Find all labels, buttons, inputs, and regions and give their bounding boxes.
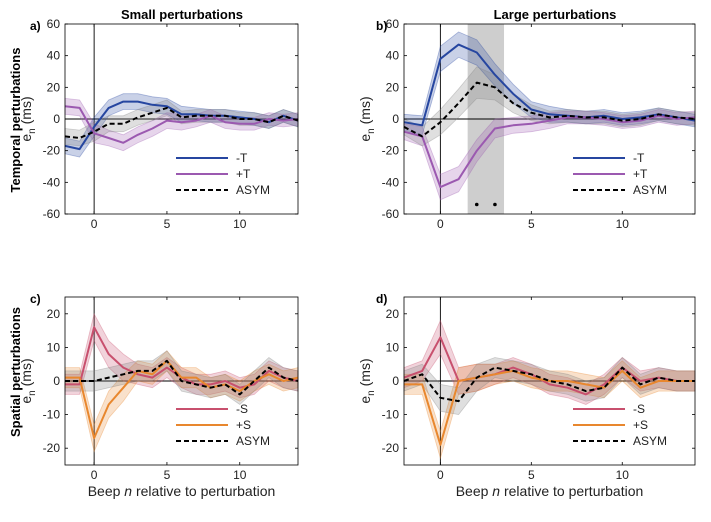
y-tick-label: 40 bbox=[386, 49, 400, 63]
y-tick-label: 20 bbox=[47, 307, 61, 321]
panel-label: b) bbox=[376, 19, 387, 33]
y-axis-label-unit: (ms) bbox=[18, 358, 34, 390]
x-tick-label: 5 bbox=[528, 217, 535, 231]
y-tick-label: 60 bbox=[47, 17, 61, 31]
x-axis-label: Beep n relative to perturbation bbox=[88, 483, 276, 499]
legend-label: ASYM bbox=[236, 434, 270, 448]
y-axis-label-main: e bbox=[357, 396, 373, 404]
y-axis-label: en (ms) bbox=[18, 96, 38, 141]
legend-label: ASYM bbox=[633, 183, 667, 197]
row-label-spatial: Spatial perturbations bbox=[8, 307, 23, 437]
y-tick-label: 0 bbox=[392, 374, 399, 388]
x-axis-label-prefix: Beep bbox=[88, 483, 125, 499]
legend-label: +T bbox=[633, 167, 648, 181]
series-line-plus_T bbox=[64, 105, 299, 144]
legend-label: ASYM bbox=[633, 434, 667, 448]
significance-marker bbox=[493, 202, 497, 207]
y-tick-label: 10 bbox=[386, 340, 400, 354]
legend-label: +S bbox=[633, 418, 648, 432]
series-line-plus_S bbox=[65, 359, 299, 440]
significance-marker bbox=[474, 202, 479, 207]
y-tick-label: -20 bbox=[43, 144, 61, 158]
legend-label: +S bbox=[236, 418, 251, 432]
series-line-minus_S bbox=[403, 336, 695, 396]
y-tick-label: 20 bbox=[47, 80, 61, 94]
y-axis-label: en (ms) bbox=[357, 96, 377, 141]
series-line-minus_T bbox=[403, 43, 696, 127]
x-tick-label: 5 bbox=[528, 468, 535, 482]
y-tick-label: 40 bbox=[47, 49, 61, 63]
legend-label: -S bbox=[633, 402, 645, 416]
y-tick-label: -60 bbox=[382, 207, 400, 221]
legend-label: -S bbox=[236, 402, 248, 416]
y-axis-label-unit: (ms) bbox=[357, 96, 373, 128]
series-line-plus_T bbox=[403, 114, 696, 189]
x-axis-label: Beep n relative to perturbation bbox=[456, 483, 644, 499]
y-axis-label-sub: n bbox=[27, 390, 38, 396]
panel-label: c) bbox=[30, 292, 41, 306]
y-tick-label: -10 bbox=[382, 408, 400, 422]
x-tick-label: 5 bbox=[164, 468, 171, 482]
panel-title: Small perturbations bbox=[121, 7, 243, 22]
legend-label: +T bbox=[236, 167, 251, 181]
y-tick-label: 0 bbox=[392, 112, 399, 126]
panel-title: Large perturbations bbox=[494, 7, 617, 22]
y-axis-label-unit: (ms) bbox=[357, 358, 373, 390]
series-line-asym bbox=[403, 81, 696, 138]
y-tick-label: -20 bbox=[43, 441, 61, 455]
y-tick-label: 0 bbox=[53, 112, 60, 126]
legend-label: ASYM bbox=[236, 183, 270, 197]
y-axis-label-main: e bbox=[18, 134, 34, 142]
x-axis-label-prefix: Beep bbox=[456, 483, 493, 499]
y-tick-label: 60 bbox=[386, 17, 400, 31]
legend-label: -T bbox=[236, 151, 248, 165]
y-tick-label: 20 bbox=[386, 80, 400, 94]
x-tick-label: 0 bbox=[437, 217, 444, 231]
y-axis-label-sub: n bbox=[27, 128, 38, 134]
panel-label: a) bbox=[30, 19, 41, 33]
row-label-temporal: Temporal perturbations bbox=[8, 48, 23, 193]
x-tick-label: 0 bbox=[91, 468, 98, 482]
y-tick-label: 10 bbox=[47, 340, 61, 354]
legend-label: -T bbox=[633, 151, 645, 165]
y-tick-label: 0 bbox=[53, 374, 60, 388]
x-tick-label: 10 bbox=[616, 468, 630, 482]
x-axis-label-italic: n bbox=[492, 483, 500, 499]
y-tick-label: -20 bbox=[382, 144, 400, 158]
y-tick-label: -20 bbox=[382, 441, 400, 455]
x-axis-label-suffix: relative to perturbation bbox=[132, 483, 275, 499]
x-tick-label: 0 bbox=[437, 468, 444, 482]
y-axis-label-sub: n bbox=[366, 390, 377, 396]
y-tick-label: -40 bbox=[382, 175, 400, 189]
y-tick-label: 20 bbox=[386, 307, 400, 321]
x-tick-label: 10 bbox=[616, 217, 630, 231]
y-axis-label-main: e bbox=[18, 396, 34, 404]
y-tick-label: -10 bbox=[43, 408, 61, 422]
x-axis-label-suffix: relative to perturbation bbox=[500, 483, 643, 499]
series-line-asym bbox=[64, 106, 299, 139]
x-tick-label: 10 bbox=[233, 217, 247, 231]
panel-1: 0 5 10 -60 -40 -20 0 20 40 60b) Large perturbation… bbox=[357, 7, 696, 231]
y-axis-label: en (ms) bbox=[18, 358, 38, 403]
x-axis-label-italic: n bbox=[124, 483, 132, 499]
y-axis-label: en (ms) bbox=[357, 358, 377, 403]
x-tick-label: 10 bbox=[233, 468, 247, 482]
series-line-asym bbox=[65, 359, 299, 396]
y-axis-label-main: e bbox=[357, 134, 373, 142]
x-tick-label: 0 bbox=[91, 217, 98, 231]
y-axis-label-sub: n bbox=[366, 128, 377, 134]
y-tick-label: -60 bbox=[43, 207, 61, 221]
y-axis-label-unit: (ms) bbox=[18, 96, 34, 128]
x-tick-label: 5 bbox=[164, 217, 171, 231]
panel-label: d) bbox=[376, 292, 387, 306]
y-tick-label: -40 bbox=[43, 175, 61, 189]
series-line-plus_S bbox=[404, 369, 695, 446]
series-line-asym bbox=[403, 366, 695, 403]
panel-0: 0 5 10 -60 -40 -20 0 20 40 60 a) Small perturbation… bbox=[18, 7, 299, 231]
